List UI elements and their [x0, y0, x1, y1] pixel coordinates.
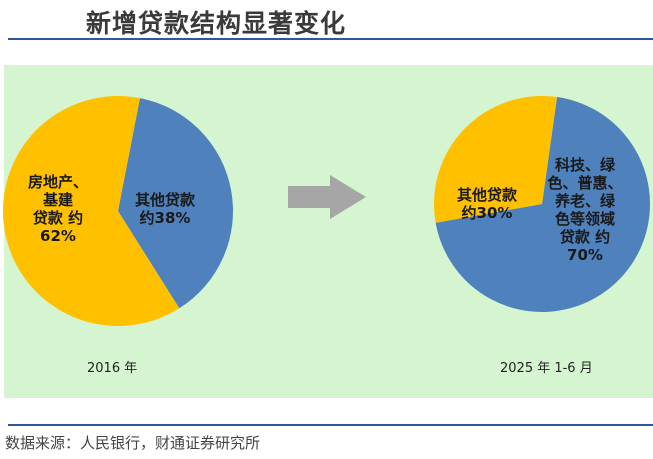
title-underline [8, 38, 653, 40]
caption-2016: 2016 年 [87, 361, 137, 376]
slice-label-line: 约30% [462, 204, 513, 222]
pie-2025: 其他贷款约30% 科技、绿色、普惠、养老、绿色等领域贷款 约 70% [434, 96, 651, 313]
pie-slice [118, 98, 233, 309]
right-arrow-icon [288, 175, 366, 219]
slice-label-line: 62% [40, 227, 76, 245]
slice-label-line: 色、普惠、 [547, 174, 622, 192]
slice-label: 科技、绿色、普惠、养老、绿色等领域贷款 约 70% [547, 156, 622, 264]
slice-label-line: 房地产、 [28, 173, 88, 191]
slice-label-line: 70% [567, 246, 603, 264]
pie-2016: 房地产、基建贷款 约 62% 其他贷款约38% [2, 96, 233, 327]
slice-label-line: 基建 [42, 191, 74, 209]
slice-label-line: 贷款 约 [560, 228, 610, 246]
slice-label-line: 养老、绿 [554, 192, 616, 210]
slice-label-line: 其他贷款 [135, 191, 196, 209]
slice-label-line: 科技、绿 [555, 156, 616, 174]
page-title: 新增贷款结构显著变化 [86, 9, 347, 38]
slice-label-line: 约38% [140, 209, 191, 227]
caption-2025: 2025 年 1-6 月 [500, 361, 593, 376]
slice-label: 其他贷款约30% [457, 186, 518, 222]
slice-label-line: 贷款 约 [33, 209, 83, 227]
slice-label: 房地产、基建贷款 约 62% [28, 173, 88, 245]
source-divider [8, 424, 653, 426]
slice-label-line: 色等领域 [555, 210, 615, 228]
slice-label-line: 其他贷款 [457, 186, 518, 204]
pie-slice [434, 96, 558, 223]
source-note: 数据来源：人民银行，财通证券研究所 [5, 434, 261, 452]
pie-slice [2, 96, 180, 327]
slice-label: 其他贷款约38% [135, 191, 196, 227]
pie-slice [435, 97, 651, 313]
